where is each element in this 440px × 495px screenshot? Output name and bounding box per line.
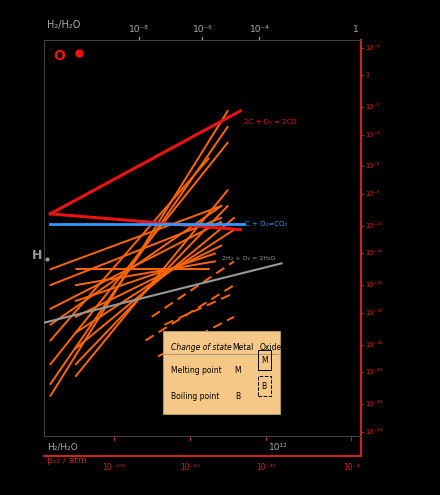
Text: 10⁻⁴: 10⁻⁴: [249, 25, 269, 34]
Text: 1: 1: [353, 25, 359, 34]
Text: 10⁻²: 10⁻²: [366, 104, 380, 110]
Text: 10⁻¹⁰: 10⁻¹⁰: [366, 223, 382, 229]
Text: 2C + O₂ = 2CO: 2C + O₂ = 2CO: [244, 119, 296, 125]
Text: 10⁻¹⁸: 10⁻¹⁸: [366, 342, 382, 347]
Text: 2H₂ + O₂ = 2H₂O: 2H₂ + O₂ = 2H₂O: [222, 256, 275, 261]
Text: 10⁻¹⁶: 10⁻¹⁶: [366, 310, 382, 316]
Text: 10⁻⁸: 10⁻⁸: [366, 191, 380, 197]
Text: 10⁻²²: 10⁻²²: [366, 401, 383, 407]
Text: 10⁻²⁰: 10⁻²⁰: [366, 369, 383, 375]
Text: O: O: [54, 50, 66, 63]
Text: B: B: [262, 382, 267, 391]
Text: 10⁻¹⁰⁰: 10⁻¹⁰⁰: [102, 462, 125, 472]
Text: C + O₂=CO₂: C + O₂=CO₂: [245, 221, 287, 227]
Text: 10⁻³⁰: 10⁻³⁰: [256, 462, 276, 472]
Text: 10⁻⁶: 10⁻⁶: [366, 163, 380, 169]
Text: Change of state: Change of state: [171, 343, 231, 351]
Text: 10⁻²: 10⁻²: [366, 45, 380, 50]
Text: Metal: Metal: [232, 343, 254, 351]
Text: Melting point: Melting point: [171, 366, 221, 375]
Text: 10⁻⁴: 10⁻⁴: [343, 462, 359, 472]
Text: 1: 1: [366, 72, 370, 78]
Text: pₒ₂ / atm: pₒ₂ / atm: [47, 456, 87, 465]
Text: H₂/H₂O: H₂/H₂O: [47, 20, 81, 30]
Text: 10⁻¹²: 10⁻¹²: [366, 250, 383, 256]
Text: H₂/H₂O: H₂/H₂O: [47, 443, 78, 452]
Text: 10⁻⁴: 10⁻⁴: [366, 132, 380, 138]
Text: Boiling point: Boiling point: [171, 392, 219, 401]
Text: H: H: [32, 249, 42, 262]
Text: 10⁻¹⁴: 10⁻¹⁴: [366, 282, 382, 288]
Text: M: M: [235, 366, 241, 375]
Text: B: B: [235, 392, 240, 401]
Text: 10¹²: 10¹²: [269, 443, 288, 452]
Text: 10⁻²⁴: 10⁻²⁴: [366, 429, 383, 435]
Text: M: M: [261, 356, 268, 365]
Text: 10⁻⁸: 10⁻⁸: [129, 25, 149, 34]
Text: 10⁻⁵⁰: 10⁻⁵⁰: [180, 462, 200, 472]
Text: Oxide: Oxide: [260, 343, 282, 351]
FancyBboxPatch shape: [163, 331, 280, 414]
Text: 10⁻⁶: 10⁻⁶: [192, 25, 213, 34]
